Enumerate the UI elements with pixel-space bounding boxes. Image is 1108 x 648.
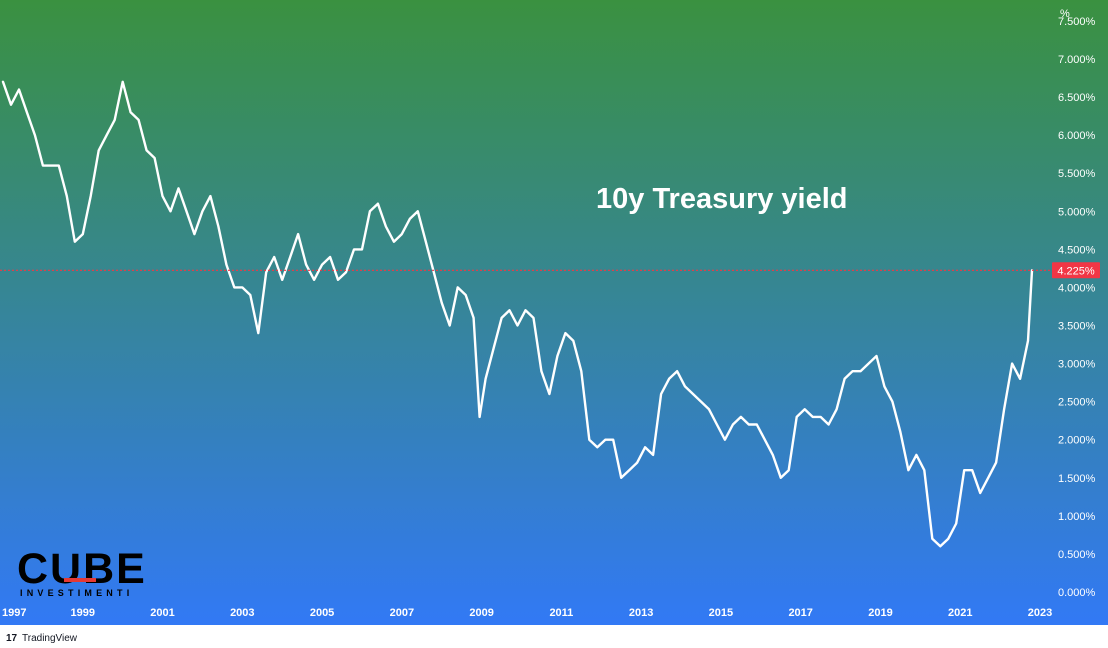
x-tick-label: 2015 [709,607,733,619]
y-tick-label: 7.500% [1058,16,1096,28]
logo-underline [64,578,96,582]
x-tick-label: 2017 [788,607,812,619]
x-tick-label: 2001 [150,607,174,619]
current-value-marker: 4.225% [0,262,1100,279]
x-tick-label: 2021 [948,607,972,619]
x-tick-label: 2011 [549,607,573,619]
chart-title: 10y Treasury yield [596,183,848,215]
current-value-badge [1052,262,1100,279]
logo-subtitle: INVESTIMENTI [20,588,133,598]
y-axis: 0.000% 0.500% 1.000% 1.500% 2.000% 2.500% 3.00… [1058,16,1096,599]
y-tick-label: 7.000% [1058,54,1096,66]
x-tick-label: 2013 [629,607,653,619]
x-tick-label: 2019 [868,607,892,619]
series-line-10y-yield [1,80,1034,548]
y-tick-label: 2.500% [1058,397,1096,409]
footer-bar: 17 TradingView [0,625,1108,648]
series-group [1,80,1034,548]
tradingview-icon: 17 [6,633,18,644]
y-tick-label: 1.500% [1058,473,1096,485]
x-tick-label: 2007 [390,607,414,619]
y-tick-label: 3.500% [1058,321,1096,333]
y-tick-label: 2.000% [1058,435,1096,447]
current-value-label: 4.225% [1057,265,1095,277]
y-unit-label: % [1060,8,1070,20]
cube-logo: CUBE INVESTIMENTI [17,545,147,598]
y-tick-label: 0.000% [1058,587,1096,599]
y-tick-label: 5.000% [1058,206,1096,218]
x-tick-label: 2009 [469,607,493,619]
logo-wordmark: CUBE [17,545,147,593]
y-tick-label: 0.500% [1058,549,1096,561]
y-tick-label: 6.500% [1058,92,1096,104]
y-tick-label: 5.500% [1058,168,1096,180]
x-axis: 1997 1999 2001 2003 2005 2007 2009 2011 2013 2015… [2,607,1052,619]
x-tick-label: 2003 [230,607,254,619]
y-tick-label: 4.000% [1058,282,1096,294]
x-tick-label: 1999 [71,607,95,619]
x-tick-label: 2005 [310,607,334,619]
y-tick-label: 6.000% [1058,130,1096,142]
chart-background [0,0,1108,625]
y-tick-label: 3.000% [1058,359,1096,371]
x-tick-label: 2023 [1028,607,1052,619]
y-tick-label: 1.000% [1058,511,1096,523]
footer-brand: TradingView [22,633,78,644]
y-tick-label: 4.500% [1058,244,1096,256]
x-tick-label: 1997 [2,607,26,619]
yield-chart: 0.000% 0.500% 1.000% 1.500% 2.000% 2.500% 3.00… [0,0,1108,625]
